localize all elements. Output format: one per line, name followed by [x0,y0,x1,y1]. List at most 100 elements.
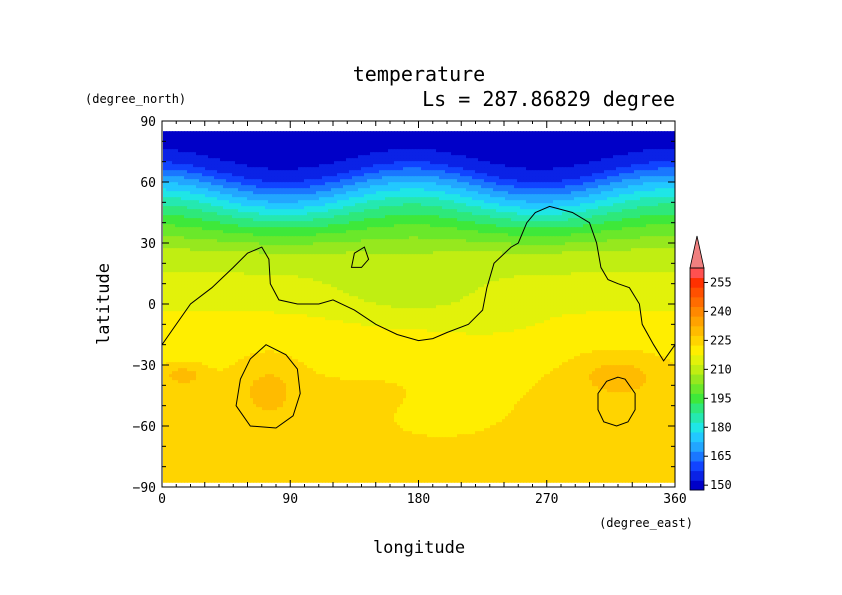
field-cell [607,161,611,165]
field-cell [175,131,179,135]
field-cell [454,140,458,144]
field-cell [661,134,665,138]
field-cell [487,164,491,168]
field-cell [532,149,536,153]
field-cell [535,149,539,153]
field-cell [343,158,347,162]
field-cell [523,161,527,165]
field-cell [301,137,305,141]
field-cell [298,134,302,138]
field-cell [646,155,650,159]
field-cell [493,152,497,156]
field-cell [538,149,542,153]
field-cell [667,131,671,135]
field-cell [175,140,179,144]
field-cell [283,164,287,168]
field-cell [295,146,299,150]
field-cell [292,131,296,135]
field-cell [259,152,263,156]
field-cell [427,158,431,162]
field-cell [334,161,338,165]
field-cell [421,158,425,162]
field-cell [406,137,410,141]
field-cell [334,155,338,159]
field-cell [508,161,512,165]
field-cell [619,161,623,165]
field-cell [388,140,392,144]
field-cell [163,143,167,147]
field-cell [664,131,668,135]
field-cell [520,155,524,159]
field-cell [355,134,359,138]
field-cell [463,137,467,141]
field-cell [415,152,419,156]
field-cell [196,152,200,156]
field-cell [421,140,425,144]
field-cell [631,137,635,141]
field-cell [478,146,482,150]
field-cell [277,137,281,141]
field-cell [448,161,452,165]
field-cell [457,143,461,147]
field-cell [520,137,524,141]
field-cell [565,152,569,156]
field-cell [616,140,620,144]
field-cell [337,155,341,159]
field-cell [343,161,347,165]
field-cell [193,149,197,153]
field-cell [370,161,374,165]
field-cell [211,155,215,159]
field-cell [394,140,398,144]
field-cell [364,134,368,138]
field-cell [613,143,617,147]
field-cell [487,140,491,144]
field-cell [457,161,461,165]
field-cell [652,131,656,135]
field-cell [376,164,380,168]
field-cell [262,131,266,135]
field-cell [292,143,296,147]
field-cell [310,137,314,141]
field-cell [238,161,242,165]
field-cell [250,155,254,159]
field-cell [190,155,194,159]
field-cell [526,143,530,147]
field-cell [574,155,578,159]
field-cell [496,152,500,156]
field-cell [391,137,395,141]
field-cell [448,146,452,150]
field-cell [394,155,398,159]
field-cell [247,152,251,156]
field-cell [379,149,383,153]
field-cell [361,131,365,135]
field-cell [322,131,326,135]
field-cell [271,134,275,138]
field-cell [499,164,503,168]
field-cell [457,149,461,153]
field-cell [451,146,455,150]
field-cell [370,149,374,153]
field-cell [367,137,371,141]
field-cell [247,131,251,135]
field-cell [397,137,401,141]
field-cell [409,131,413,135]
field-cell [271,152,275,156]
field-cell [553,146,557,150]
field-cell [535,146,539,150]
field-cell [337,158,341,162]
field-cell [613,146,617,150]
field-cell [301,143,305,147]
field-cell [325,155,329,159]
field-cell [226,149,230,153]
field-cell [202,161,206,165]
field-cell [238,131,242,135]
field-cell [433,146,437,150]
field-cell [346,161,350,165]
field-cell [637,161,641,165]
field-cell [562,137,566,141]
field-cell [376,158,380,162]
field-cell [244,161,248,165]
field-cell [253,161,257,165]
field-cell [472,131,476,135]
field-cell [181,137,185,141]
